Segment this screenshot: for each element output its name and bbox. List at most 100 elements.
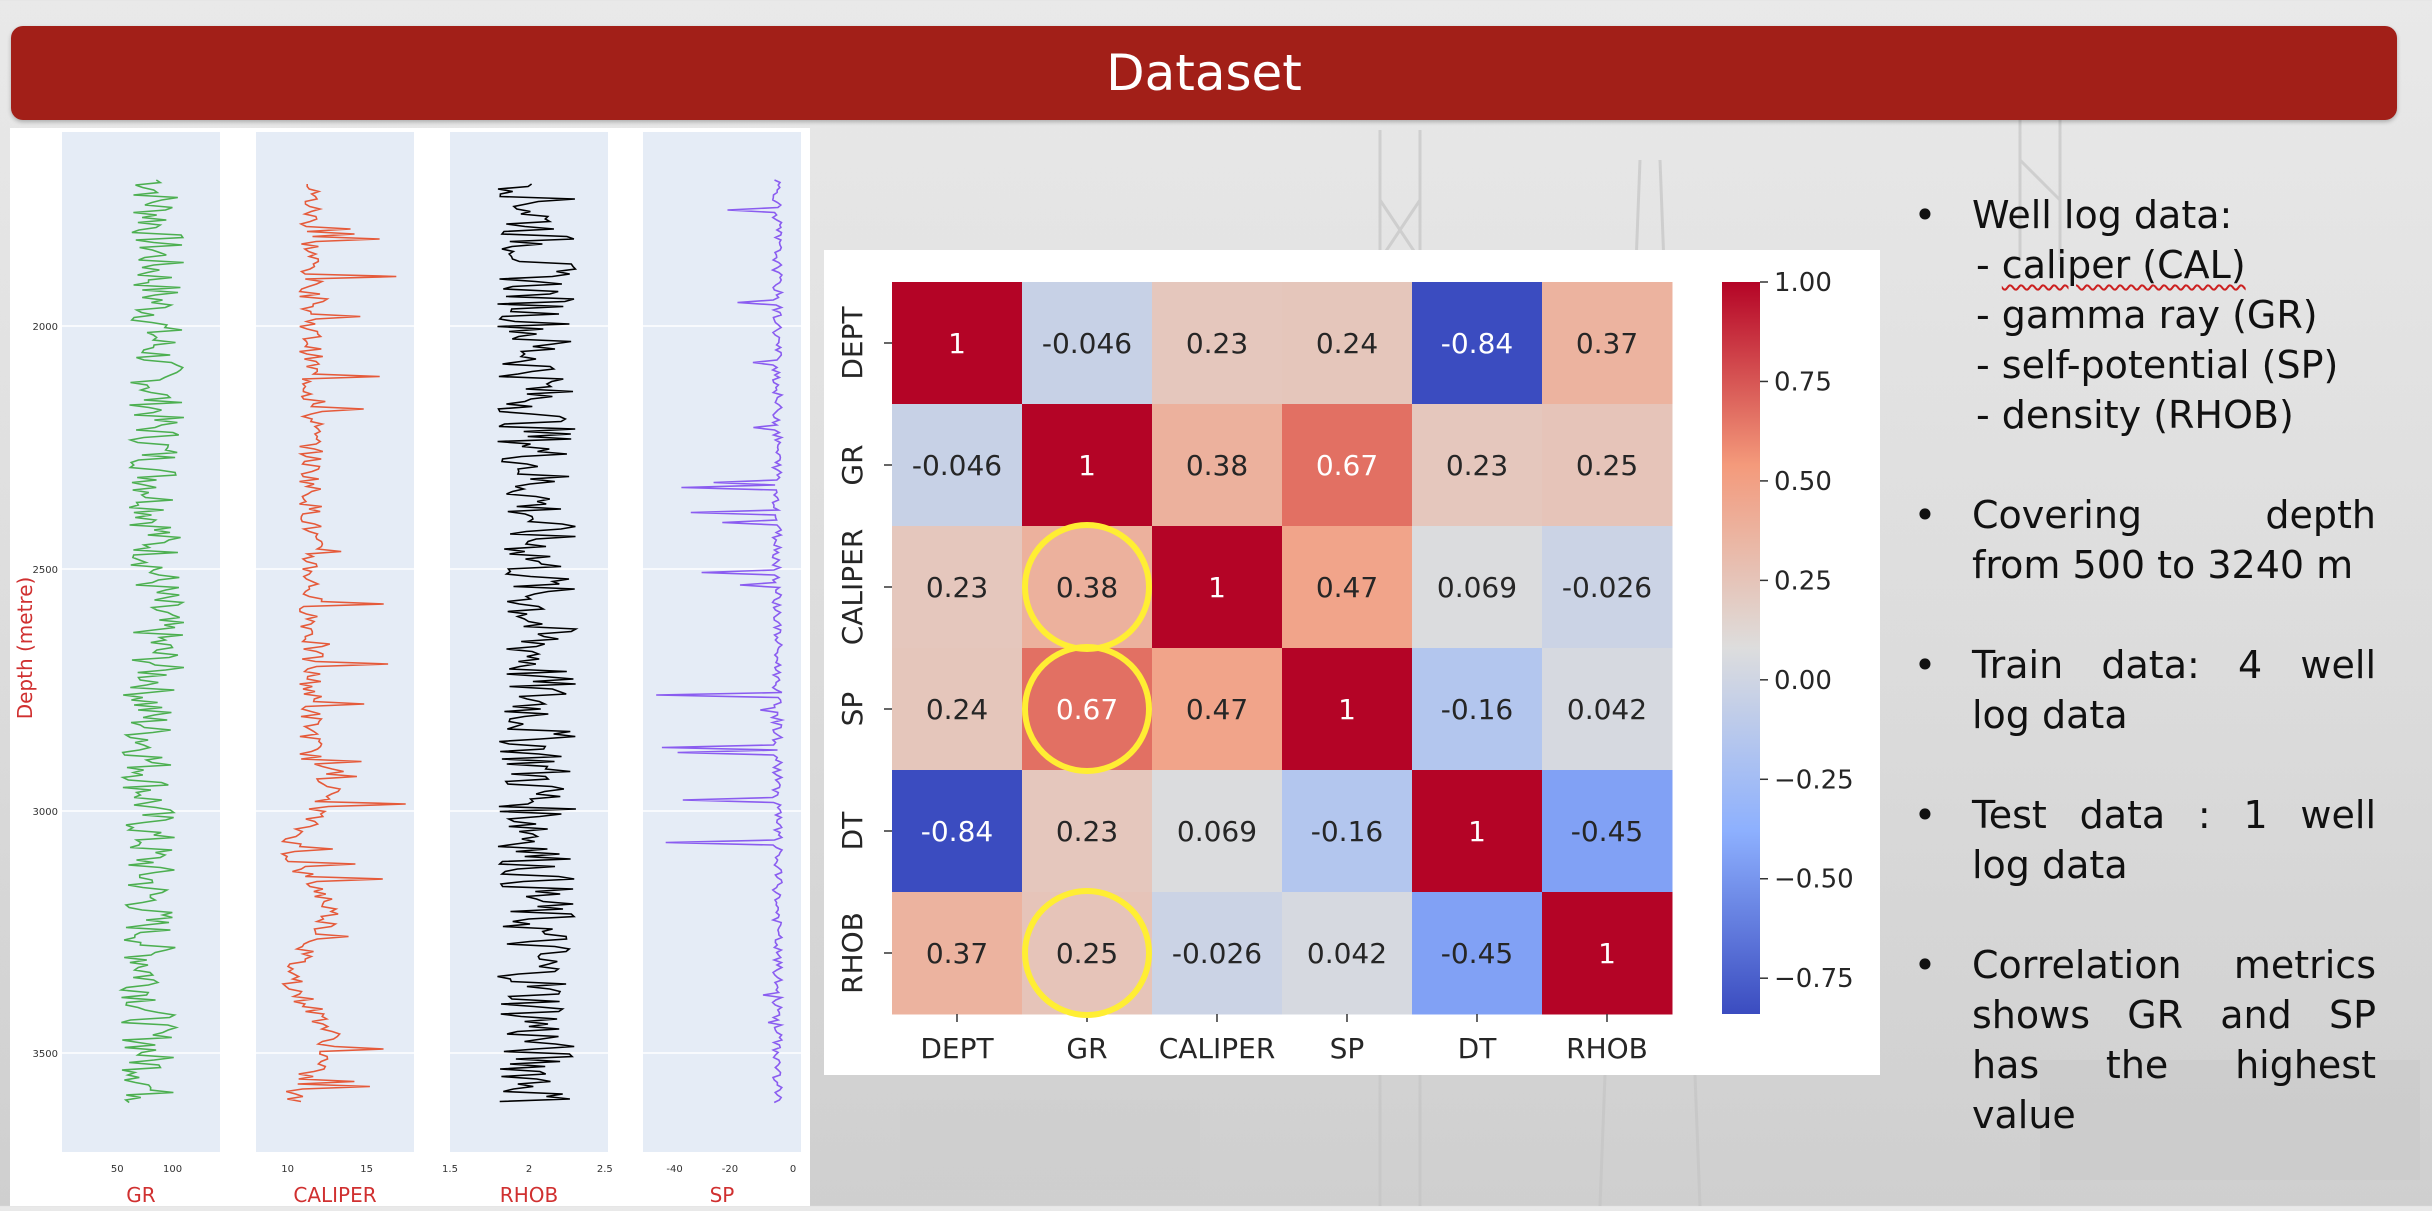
bullet-corr-line: value — [1972, 1093, 2076, 1137]
heatmap-cell-label: 0.23 — [1186, 327, 1248, 360]
log-tick-label: 15 — [360, 1164, 373, 1175]
heatmap-cell-label: 0.23 — [1056, 815, 1118, 848]
colorbar-tick-label: 0.00 — [1774, 666, 1832, 696]
depth-tick-label: 2500 — [33, 565, 58, 576]
heatmap-cell-label: 0.47 — [1316, 571, 1378, 604]
bullet-well-log-label: Well log data: — [1972, 193, 2233, 237]
well-log-panel: Depth (metre) 2000 2500 3000 3500 50 100 GR 10 15… — [10, 128, 810, 1207]
heatmap-cell — [1282, 526, 1413, 649]
heatmap-cell — [892, 892, 1023, 1015]
log-tick-label: 2.5 — [597, 1164, 613, 1175]
heatmap-cell-label: -0.84 — [1441, 327, 1513, 360]
depth-tick-label: 2000 — [33, 322, 58, 333]
log-tick-label: 0 — [790, 1164, 796, 1175]
heatmap-cell — [1542, 282, 1673, 405]
log-track-name: SP — [710, 1183, 735, 1206]
heatmap-cell-label: 0.24 — [926, 693, 988, 726]
bullet-sub-item: - density (RHOB) — [1976, 393, 2294, 437]
heatmap-cell-label: -0.45 — [1441, 937, 1513, 970]
depth-axis-label: Depth (metre) — [13, 577, 37, 720]
log-track-name: GR — [126, 1183, 155, 1206]
heatmap-cell — [1282, 770, 1413, 893]
heatmap-row-label: RHOB — [836, 912, 869, 994]
bullet-depth-line1: Covering depth — [1972, 493, 2376, 537]
heatmap-cell-label: 0.24 — [1316, 327, 1378, 360]
heatmap-cell-label: -0.046 — [912, 449, 1002, 482]
well-log-chart: Depth (metre) 2000 2500 3000 3500 50 100 GR 10 15… — [13, 132, 801, 1207]
bullet-depth-line2: from 500 to 3240 m — [1972, 543, 2354, 587]
heatmap-cell — [1412, 892, 1543, 1015]
log-track-caliper — [256, 132, 414, 1152]
heatmap-cell-label: 0.069 — [1437, 571, 1517, 604]
heatmap-cell — [1542, 892, 1673, 1015]
title-bar: Dataset — [11, 26, 2397, 120]
log-tick-label: -20 — [722, 1164, 738, 1175]
colorbar-tick-label: −0.25 — [1774, 765, 1854, 795]
heatmap-cell — [1542, 404, 1673, 527]
heatmap-cell-label: 0.25 — [1056, 937, 1118, 970]
bullet-correlation: • Correlation metrics shows GR and SP ha… — [1910, 940, 2376, 1140]
heatmap-cell-label: 0.47 — [1186, 693, 1248, 726]
colorbar-tick-label: −0.75 — [1774, 964, 1854, 994]
colorbar-tick-label: 0.50 — [1774, 467, 1832, 497]
heatmap-cell-label: -0.84 — [921, 815, 993, 848]
log-curve-sp — [656, 179, 786, 1104]
heatmap-cell — [1022, 770, 1153, 893]
bullet-test-line2: log data — [1972, 843, 2128, 887]
heatmap-cell — [1152, 648, 1283, 771]
heatmap-row-label: SP — [836, 692, 869, 727]
bullet-depth: • Covering depth from 500 to 3240 m — [1910, 490, 2376, 590]
heatmap-cell-label: 0.38 — [1056, 571, 1118, 604]
heatmap-cell — [1152, 892, 1283, 1015]
heatmap-cell-label: 0.37 — [1576, 327, 1638, 360]
log-tick-label: 10 — [281, 1164, 294, 1175]
heatmap-cell — [1282, 648, 1413, 771]
heatmap-cell — [1412, 648, 1543, 771]
highlight-circle — [1022, 888, 1152, 1018]
colorbar-tick-label: −0.50 — [1774, 865, 1854, 895]
heatmap-cell-label: 0.38 — [1186, 449, 1248, 482]
heatmap-cell — [1412, 282, 1543, 405]
heatmap-cell-label: 0.042 — [1567, 693, 1647, 726]
heatmap-cell-label: 0.67 — [1056, 693, 1118, 726]
bullet-sub-item: - self-potential (SP) — [1976, 343, 2339, 387]
bullet-list: • Well log data: - caliper (CAL) - gamma… — [1910, 190, 2376, 1190]
log-tick-label: 2 — [526, 1164, 532, 1175]
heatmap-col-label: CALIPER — [1159, 1032, 1276, 1065]
heatmap-cell-label: 0.25 — [1576, 449, 1638, 482]
heatmap-cell — [1022, 282, 1153, 405]
heatmap-cell-label: -0.026 — [1562, 571, 1652, 604]
heatmap-cell-label: -0.16 — [1311, 815, 1383, 848]
bullet-train-line1: Train data: 4 well — [1972, 643, 2376, 687]
bullet-well-log: • Well log data: - caliper (CAL) - gamma… — [1910, 190, 2376, 440]
bullet-dot: • — [1913, 793, 1937, 837]
log-tick-label: 1.5 — [442, 1164, 458, 1175]
heatmap-cell-label: 0.042 — [1307, 937, 1387, 970]
heatmap-cell-label: -0.046 — [1042, 327, 1132, 360]
log-curve-caliper — [279, 184, 406, 1103]
heatmap-cell — [1282, 282, 1413, 405]
bullet-dot: • — [1913, 493, 1937, 537]
heatmap-cell — [1022, 404, 1153, 527]
heatmap-cell — [1282, 404, 1413, 527]
page-title: Dataset — [1106, 44, 1302, 102]
heatmap-cell-label: 1 — [1078, 449, 1096, 482]
heatmap-cell-label: 1 — [1468, 815, 1486, 848]
bullet-dot: • — [1913, 643, 1937, 687]
heatmap-cell — [1412, 770, 1543, 893]
bullet-train-line2: log data — [1972, 693, 2128, 737]
heatmap-cell-label: -0.026 — [1172, 937, 1262, 970]
correlation-heatmap: 1 -0.046 0.23 0.24 -0.84 0.37 -0.046 1 0.38 0.67 0… — [836, 268, 1854, 1065]
heatmap-cell — [1542, 770, 1673, 893]
bullet-sub-item: - caliper (CAL) — [1976, 243, 2246, 287]
bullet-corr-line: shows GR and SP — [1972, 993, 2376, 1037]
depth-tick-label: 3500 — [33, 1049, 58, 1060]
heatmap-cell-label: 1 — [1338, 693, 1356, 726]
bullet-dot: • — [1913, 943, 1937, 987]
heatmap-cell-label: 1 — [1598, 937, 1616, 970]
heatmap-cell-label: 0.23 — [926, 571, 988, 604]
heatmap-cell — [892, 282, 1023, 405]
heatmap-cell-label: 0.23 — [1446, 449, 1508, 482]
highlight-circle — [1022, 644, 1152, 774]
heatmap-col-label: SP — [1330, 1032, 1365, 1065]
